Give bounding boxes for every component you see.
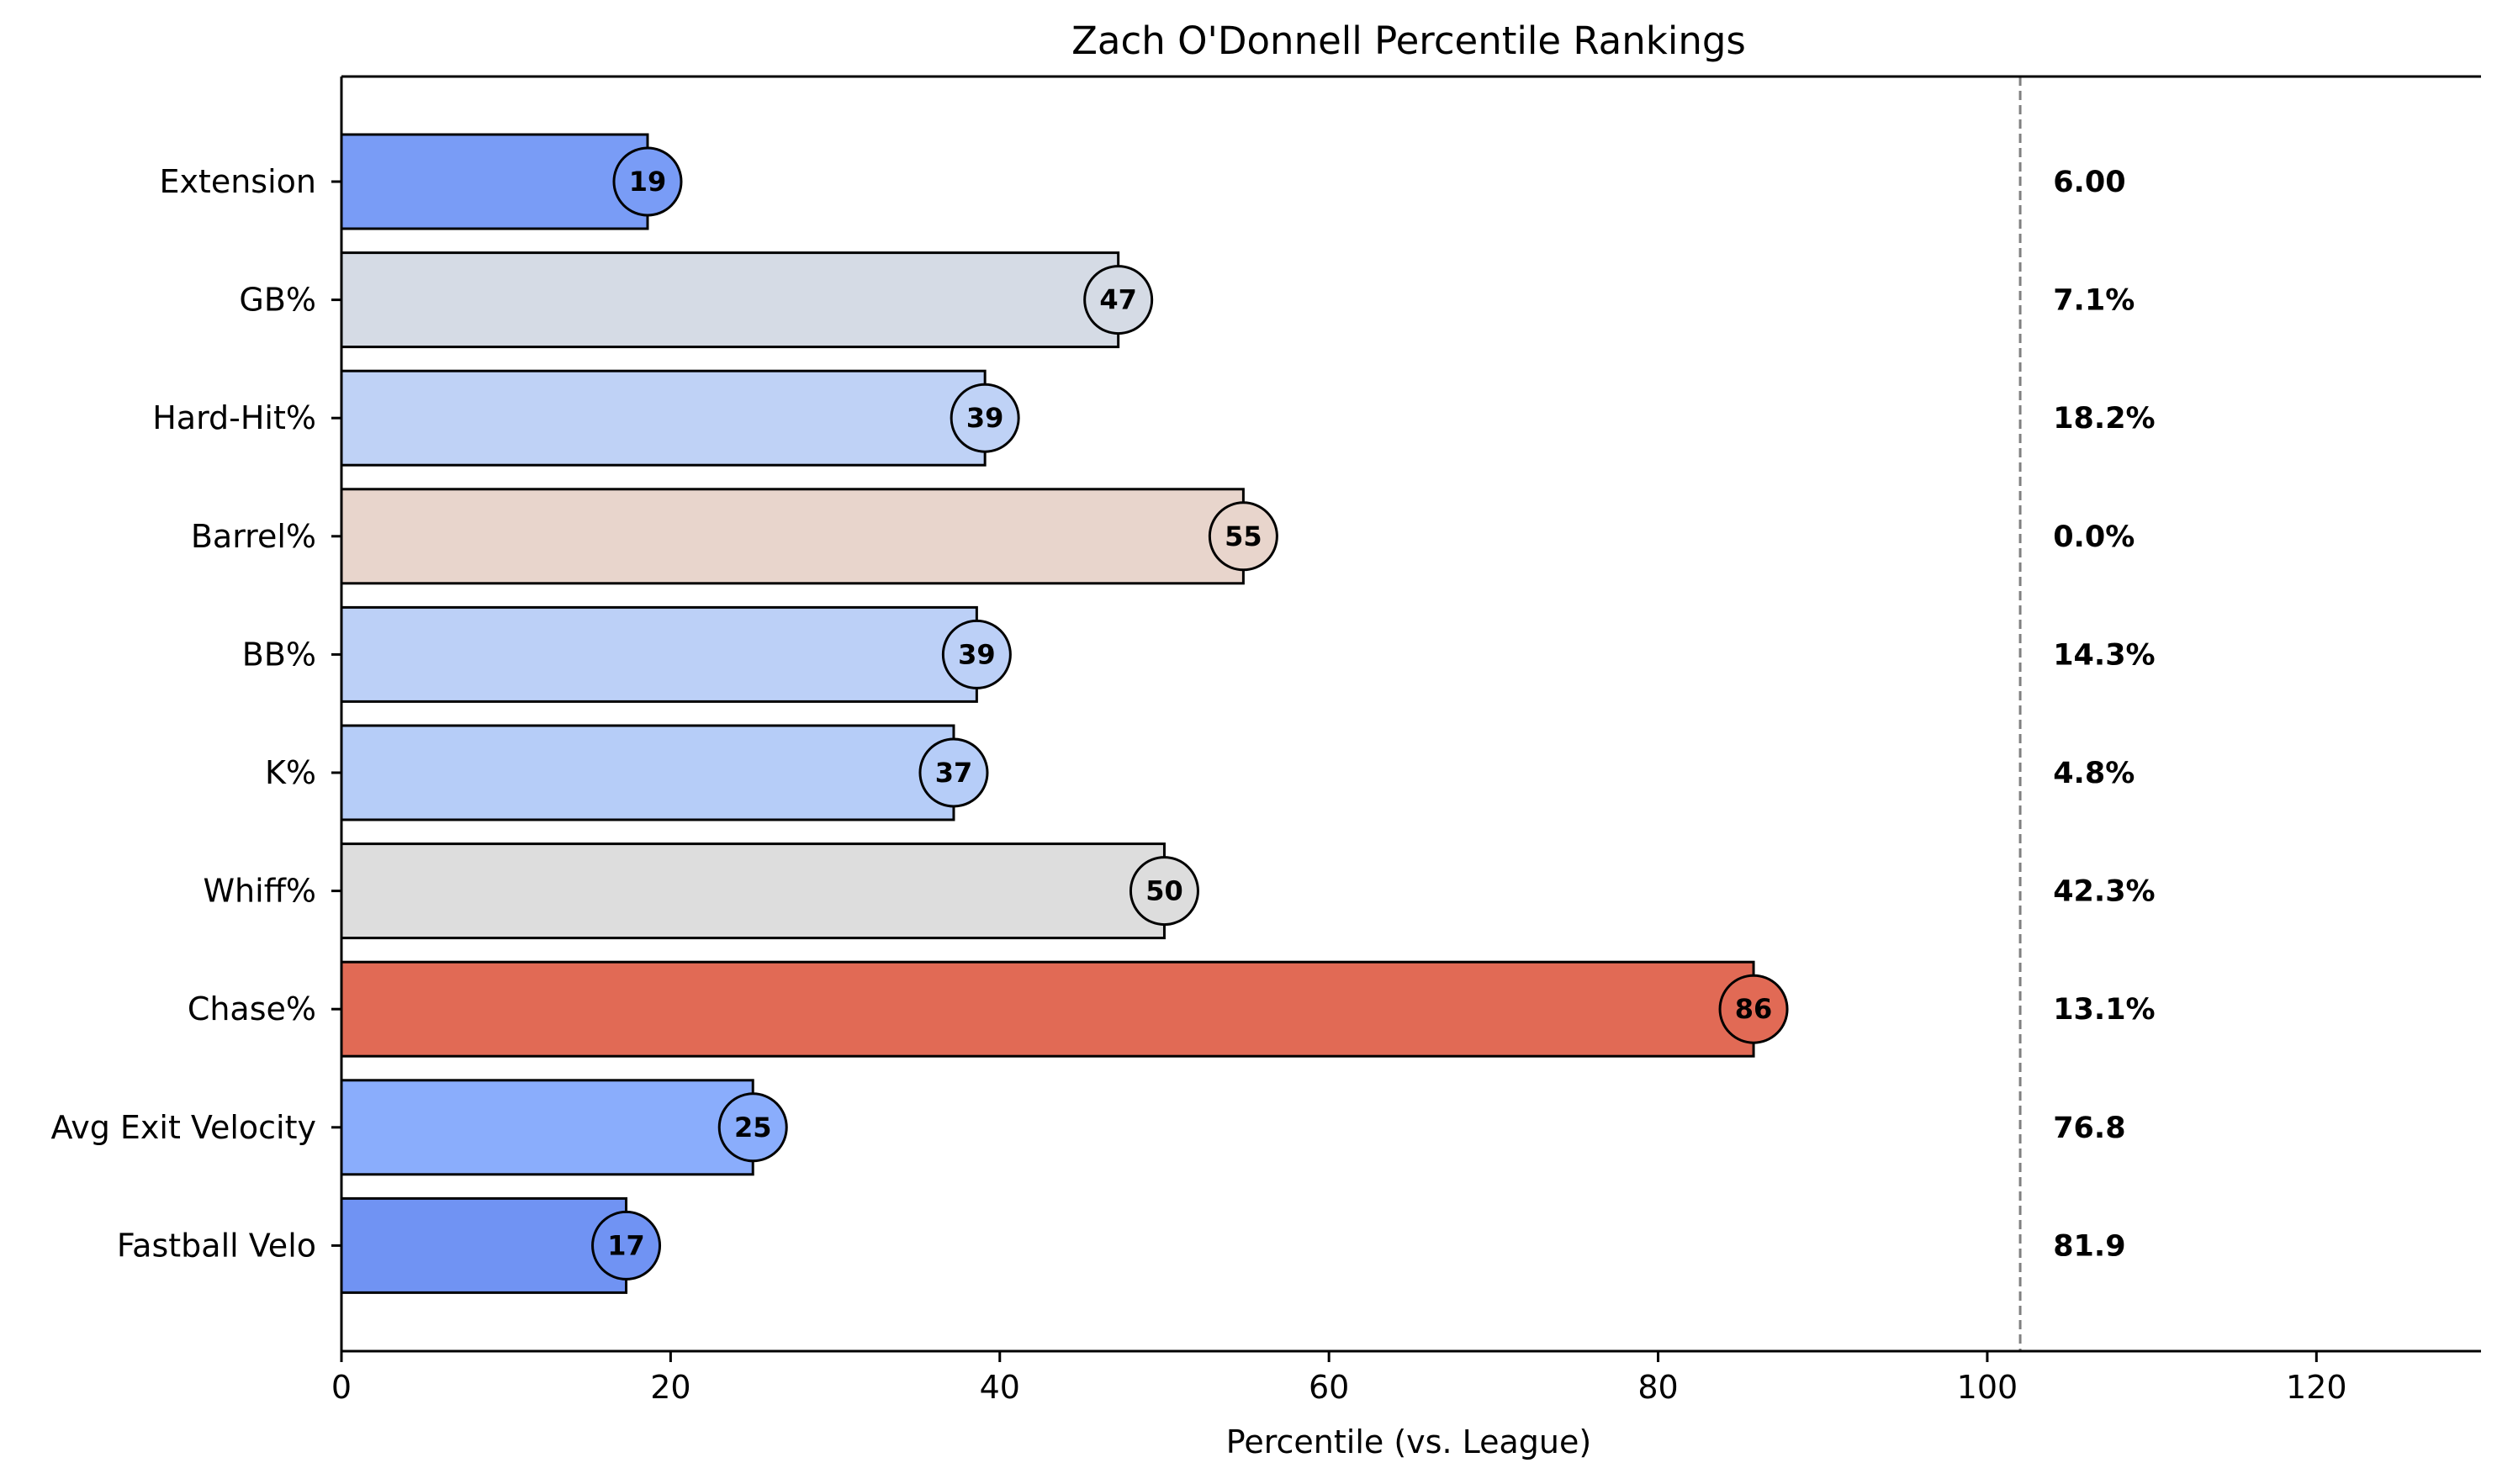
raw-value-label: 0.0%	[2053, 520, 2135, 554]
x-tick-label: 100	[1957, 1369, 2018, 1406]
raw-value-label: 81.9	[2053, 1229, 2125, 1263]
raw-value-label: 6.00	[2053, 166, 2125, 199]
percentile-label: 37	[935, 757, 973, 789]
y-tick-label: BB%	[242, 636, 316, 673]
plot-area: 19 Extension 6.00 47 GB% 7.1% 39 Hard-Hit% 18.2%…	[50, 75, 2481, 1406]
raw-value-label: 7.1%	[2053, 284, 2135, 318]
x-tick-label: 0	[331, 1369, 352, 1406]
y-tick-label: Fastball Velo	[117, 1227, 316, 1264]
y-tick-label: K%	[265, 754, 316, 791]
percentile-marker	[612, 146, 683, 217]
bar	[340, 724, 955, 821]
bar	[340, 369, 987, 467]
percentile-marker	[1718, 974, 1789, 1044]
y-tick-label: Barrel%	[191, 518, 316, 555]
x-axis-title: Percentile (vs. League)	[1226, 1423, 1591, 1460]
percentile-marker	[950, 383, 1020, 453]
y-tick-label: Avg Exit Velocity	[50, 1109, 316, 1146]
percentile-label: 25	[734, 1112, 772, 1143]
raw-value-label: 4.8%	[2053, 757, 2135, 790]
percentile-label: 19	[629, 166, 667, 198]
bar	[340, 133, 649, 230]
x-tick-label: 20	[650, 1369, 690, 1406]
y-tick-label: GB%	[239, 282, 316, 319]
percentile-marker	[918, 737, 989, 808]
raw-value-label: 13.1%	[2053, 993, 2155, 1027]
percentile-marker	[941, 619, 1012, 689]
bar	[340, 1196, 628, 1294]
raw-value-label: 76.8	[2053, 1112, 2125, 1145]
y-tick-label: Whiff%	[203, 873, 316, 910]
bar	[340, 842, 1166, 940]
x-tick-label: 60	[1309, 1369, 1349, 1406]
bar	[340, 488, 1245, 585]
percentile-label: 39	[958, 638, 996, 670]
percentile-marker	[1083, 265, 1154, 335]
raw-value-label: 18.2%	[2053, 402, 2155, 436]
percentile-marker	[1129, 856, 1199, 927]
percentile-label: 55	[1225, 520, 1262, 552]
y-tick-label: Chase%	[188, 990, 316, 1027]
percentile-label: 86	[1735, 993, 1773, 1025]
percentile-marker	[591, 1210, 662, 1281]
percentile-marker	[717, 1092, 788, 1163]
chart-title: Zach O'Donnell Percentile Rankings	[1071, 18, 1746, 63]
bar	[340, 960, 1755, 1058]
bar	[340, 605, 978, 703]
x-tick-label: 120	[2286, 1369, 2347, 1406]
percentile-label: 17	[607, 1229, 645, 1261]
percentile-label: 47	[1099, 284, 1137, 316]
y-tick-label: Extension	[159, 163, 316, 200]
x-tick-label: 80	[1637, 1369, 1678, 1406]
bar	[340, 1079, 754, 1176]
bar	[340, 251, 1120, 349]
y-tick-label: Hard-Hit%	[152, 399, 316, 436]
raw-value-label: 42.3%	[2053, 875, 2155, 909]
raw-value-label: 14.3%	[2053, 638, 2155, 672]
percentile-marker	[1208, 501, 1278, 572]
percentile-label: 39	[966, 402, 1004, 434]
x-tick-label: 40	[980, 1369, 1020, 1406]
percentile-label: 50	[1145, 875, 1183, 907]
